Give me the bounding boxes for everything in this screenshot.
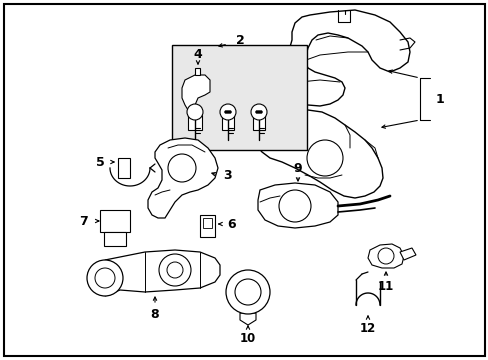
Circle shape [159, 254, 191, 286]
Text: 4: 4 [193, 48, 202, 60]
Bar [203, 218, 212, 228]
Polygon shape [105, 250, 220, 296]
Bar [172, 45, 306, 150]
Circle shape [259, 111, 262, 113]
Text: 1: 1 [435, 93, 444, 105]
Polygon shape [253, 110, 382, 198]
Text: 8: 8 [150, 307, 159, 320]
Polygon shape [258, 183, 337, 228]
Polygon shape [182, 75, 209, 112]
Circle shape [255, 111, 258, 113]
Circle shape [257, 111, 260, 113]
Bar [118, 158, 130, 178]
Text: 3: 3 [223, 168, 232, 181]
Circle shape [168, 154, 196, 182]
Text: 10: 10 [240, 332, 256, 345]
Text: 2: 2 [235, 33, 244, 46]
Circle shape [279, 190, 310, 222]
Text: 11: 11 [377, 279, 393, 292]
Circle shape [95, 268, 115, 288]
Circle shape [377, 248, 393, 264]
Circle shape [225, 270, 269, 314]
Circle shape [306, 140, 342, 176]
Polygon shape [252, 115, 264, 130]
Circle shape [224, 111, 227, 113]
Circle shape [228, 111, 231, 113]
Bar [100, 210, 130, 232]
Text: 9: 9 [293, 162, 302, 175]
Circle shape [250, 104, 266, 120]
Polygon shape [148, 138, 218, 218]
Circle shape [167, 262, 183, 278]
Polygon shape [367, 244, 403, 268]
Text: 7: 7 [79, 215, 87, 228]
Polygon shape [278, 10, 409, 106]
Bar [200, 215, 215, 237]
Circle shape [226, 111, 229, 113]
Bar [104, 232, 126, 246]
Circle shape [235, 279, 261, 305]
Text: 6: 6 [227, 217, 236, 230]
Circle shape [186, 104, 203, 120]
Polygon shape [399, 248, 415, 260]
Text: 5: 5 [96, 156, 104, 168]
Circle shape [220, 104, 236, 120]
Circle shape [87, 260, 123, 296]
Text: 12: 12 [359, 321, 375, 334]
Polygon shape [187, 115, 202, 130]
Polygon shape [222, 115, 234, 130]
Polygon shape [240, 313, 256, 325]
Polygon shape [195, 68, 200, 75]
